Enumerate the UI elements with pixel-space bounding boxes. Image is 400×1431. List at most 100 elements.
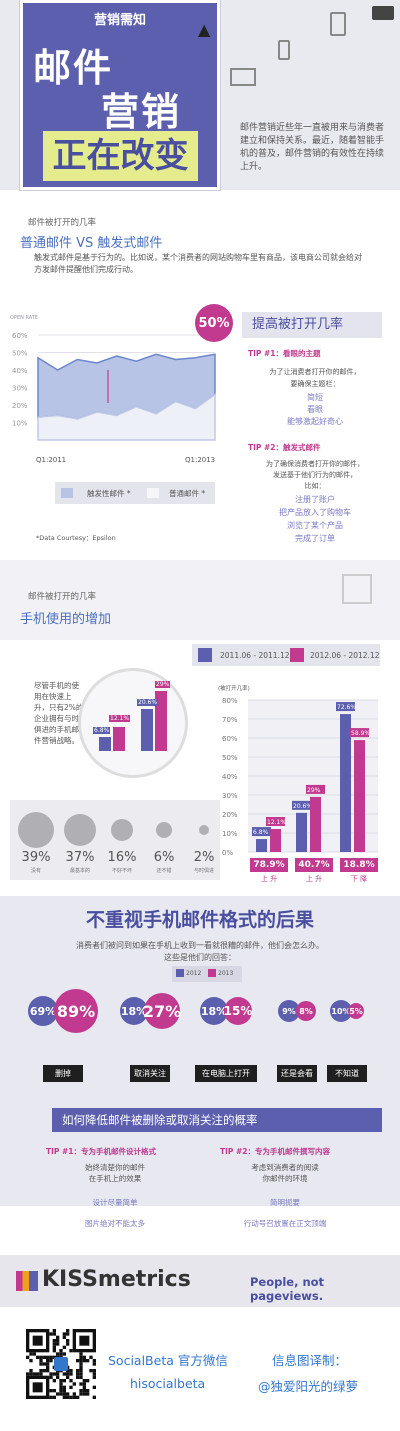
strategy-value: 6%: [153, 850, 175, 865]
qr-module: [89, 1369, 93, 1373]
zoom-label-c: 20.6%: [137, 699, 159, 706]
qr-module: [39, 1355, 43, 1359]
bar-label-bg: [350, 728, 369, 738]
tip2-text3: 比如：: [304, 482, 326, 490]
qr-module: [36, 1372, 40, 1376]
qr-center-logo: [54, 1357, 68, 1371]
qr-module: [79, 1352, 83, 1356]
qr-module: [79, 1392, 83, 1396]
section2-title: 手机使用的增加: [20, 612, 112, 627]
bar-label-bg: [266, 817, 285, 827]
qr-module: [66, 1375, 70, 1379]
qr-module: [49, 1332, 53, 1336]
qr-code-image: [26, 1329, 96, 1399]
qr-module: [92, 1372, 96, 1376]
qr-module: [66, 1392, 70, 1396]
tipB-text2: 你邮件的环境: [262, 1174, 308, 1183]
bubble-2013: 8%: [296, 1001, 316, 1021]
tipB-item-2: 行动号召放置在正文顶端: [243, 1219, 327, 1228]
bar-label-bg: [252, 827, 271, 837]
y-tick-label: 30%: [12, 385, 28, 393]
legend-year-2012: 2012: [186, 970, 202, 977]
qr-module: [62, 1395, 66, 1399]
qr-module: [66, 1342, 70, 1346]
legend-year-2013: 2013: [218, 970, 234, 977]
title-poster: 营销需知 邮件 营销 正在改变: [20, 0, 220, 190]
phone-icon: [278, 40, 290, 60]
qr-module: [66, 1372, 70, 1376]
tablet-icon: [330, 12, 346, 36]
footer-left-2[interactable]: hisocialbeta: [130, 1376, 206, 1391]
qr-module: [72, 1395, 76, 1399]
qr-module: [56, 1392, 60, 1396]
year-legend: 2012 2013: [172, 966, 242, 982]
bar-value-label: 29%: [307, 787, 321, 794]
growth-value: 18.8%: [340, 858, 378, 872]
tipA-text2: 在手机上的效果: [88, 1174, 142, 1183]
qr-module: [52, 1395, 56, 1399]
qr-module: [62, 1385, 66, 1389]
qr-module: [62, 1379, 66, 1383]
bar-y-axis-label: (被打开几率): [218, 686, 250, 692]
x-end-label: Q1:2013: [185, 456, 216, 464]
legend-swatch-triggered: [61, 488, 73, 498]
bubble-2012: 10%: [330, 1000, 352, 1022]
qr-module: [76, 1372, 80, 1376]
y-tick-label: 50%: [12, 350, 28, 358]
open-rate-chart: OPEN RATE 10% 20% 30% 40% 50% 60%: [10, 315, 220, 470]
qr-module: [69, 1372, 73, 1376]
y-axis-label: OPEN RATE: [10, 315, 38, 321]
qr-module: [52, 1345, 56, 1349]
strategy-label: 不好不坏: [111, 868, 132, 874]
tipB-text1: 考虑到消费者的阅读: [251, 1163, 319, 1172]
qr-module: [62, 1352, 66, 1356]
qr-module: [29, 1359, 33, 1363]
qr-module: [86, 1359, 90, 1363]
qr-module: [79, 1362, 83, 1366]
qr-module: [52, 1379, 56, 1383]
qr-module: [92, 1359, 96, 1363]
growth-value: 40.7%: [295, 858, 333, 872]
title-line-1: 邮件: [33, 46, 114, 90]
qr-module: [56, 1335, 60, 1339]
qr-code[interactable]: [26, 1329, 96, 1399]
qr-module: [69, 1369, 73, 1373]
mail-icon: [342, 574, 372, 604]
data-note: *Data Courtesy：Epsilon: [36, 534, 116, 542]
zoom-label-b: 12.1%: [109, 715, 131, 722]
consequence-label: 删掉: [43, 1065, 83, 1082]
qr-module: [72, 1392, 76, 1396]
bar-1-0: [270, 829, 281, 852]
qr-module: [42, 1362, 46, 1366]
zoom-circle: 6.8% 12.1% 20.6% 29%: [78, 668, 188, 778]
growth-row: 78.9% 上 升 40.7% 上 升 18.8% 下 降: [250, 858, 385, 888]
envelope-icon[interactable]: [372, 6, 394, 20]
bar-value-label: 72.6%: [337, 704, 356, 711]
tipA-head: TIP #1：专为手机邮件设计格式: [46, 1147, 157, 1156]
bar-value-label: 58.9%: [351, 730, 370, 737]
footer-right-2[interactable]: @独爱阳光的绿萝: [258, 1379, 359, 1394]
strategy-circle: [156, 822, 172, 838]
qr-module: [39, 1359, 43, 1363]
strategy-label: 最基本的: [69, 868, 90, 874]
qr-module: [52, 1342, 56, 1346]
title-line-3: 正在改变: [43, 131, 198, 181]
qr-module: [29, 1369, 33, 1373]
bar-label-bg: [336, 702, 355, 712]
tipA-text1: 始终清楚你的邮件: [85, 1163, 145, 1172]
section3-title: 不重视手机邮件格式的后果: [85, 909, 314, 931]
section1-label: 邮件被打开的几率: [28, 218, 97, 228]
qr-module: [86, 1389, 90, 1393]
growth-value: 78.9%: [250, 858, 288, 872]
qr-module: [52, 1389, 56, 1393]
strategy-circle: [111, 819, 133, 841]
legend-swatch-2012: [290, 648, 304, 662]
consequence-label: 在电脑上打开: [195, 1065, 257, 1082]
mobile-side-text: 尽管手机的使用在快速上升，只有2%的企业拥有与时俱进的手机邮件营销战略。: [34, 681, 84, 745]
qr-module: [92, 1375, 96, 1379]
brand-logo[interactable]: KISSmetrics: [42, 1267, 191, 1292]
qr-module: [26, 1372, 30, 1376]
qr-finder-core: [79, 1335, 90, 1346]
qr-module: [36, 1355, 40, 1359]
strategy-value: 37%: [65, 850, 95, 865]
